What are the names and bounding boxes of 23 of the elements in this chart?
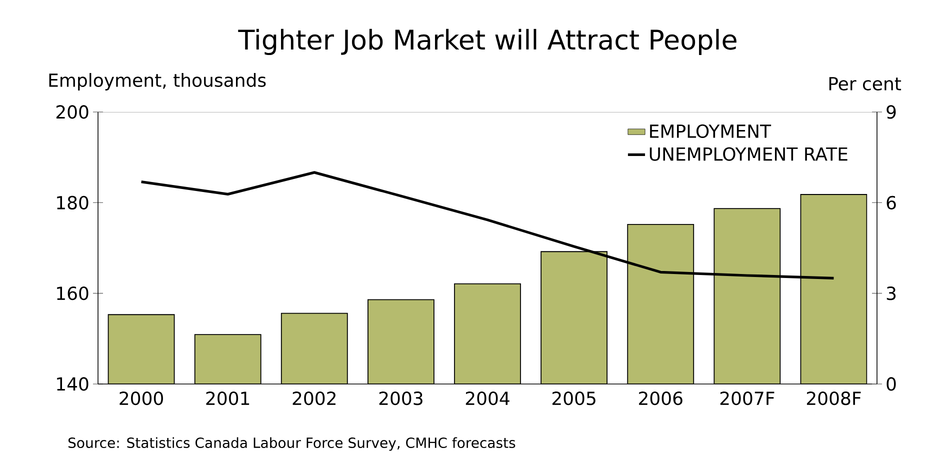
x-tick-label: 2003 (379, 392, 422, 406)
x-tick-label: 2008F (806, 392, 861, 406)
y-tick-label: 180 (57, 196, 88, 210)
y-axis-title: Employment, thousands (49, 73, 266, 90)
x-tick-label: 2005 (552, 392, 596, 406)
y2-tick-label: 0 (886, 377, 896, 391)
x-tick-label: 2006 (639, 392, 682, 406)
chart-title: Tighter Job Market will Attract People (238, 28, 736, 56)
y-tick-label: 140 (57, 377, 88, 391)
y-tick-label: 160 (57, 286, 88, 300)
x-tick-label: 2002 (292, 392, 336, 406)
y2-axis-title: Per cent (829, 77, 902, 90)
x-tick-label: 2001 (206, 392, 250, 406)
y2-tick-label: 6 (886, 196, 896, 210)
y2-tick-label: 9 (886, 105, 896, 119)
y2-tick-label: 3 (886, 286, 896, 300)
source-note: Source: Statistics Canada Labour Force Survey, CMHC forecasts (68, 437, 516, 451)
legend-label: EMPLOYMENT (650, 124, 772, 138)
x-tick-label: 2004 (466, 392, 510, 406)
legend-label: UNEMPLOYMENT RATE (650, 147, 848, 161)
y-tick-label: 200 (56, 105, 88, 119)
x-tick-label: 2007F (720, 392, 774, 406)
x-tick-label: 2000 (120, 392, 163, 406)
